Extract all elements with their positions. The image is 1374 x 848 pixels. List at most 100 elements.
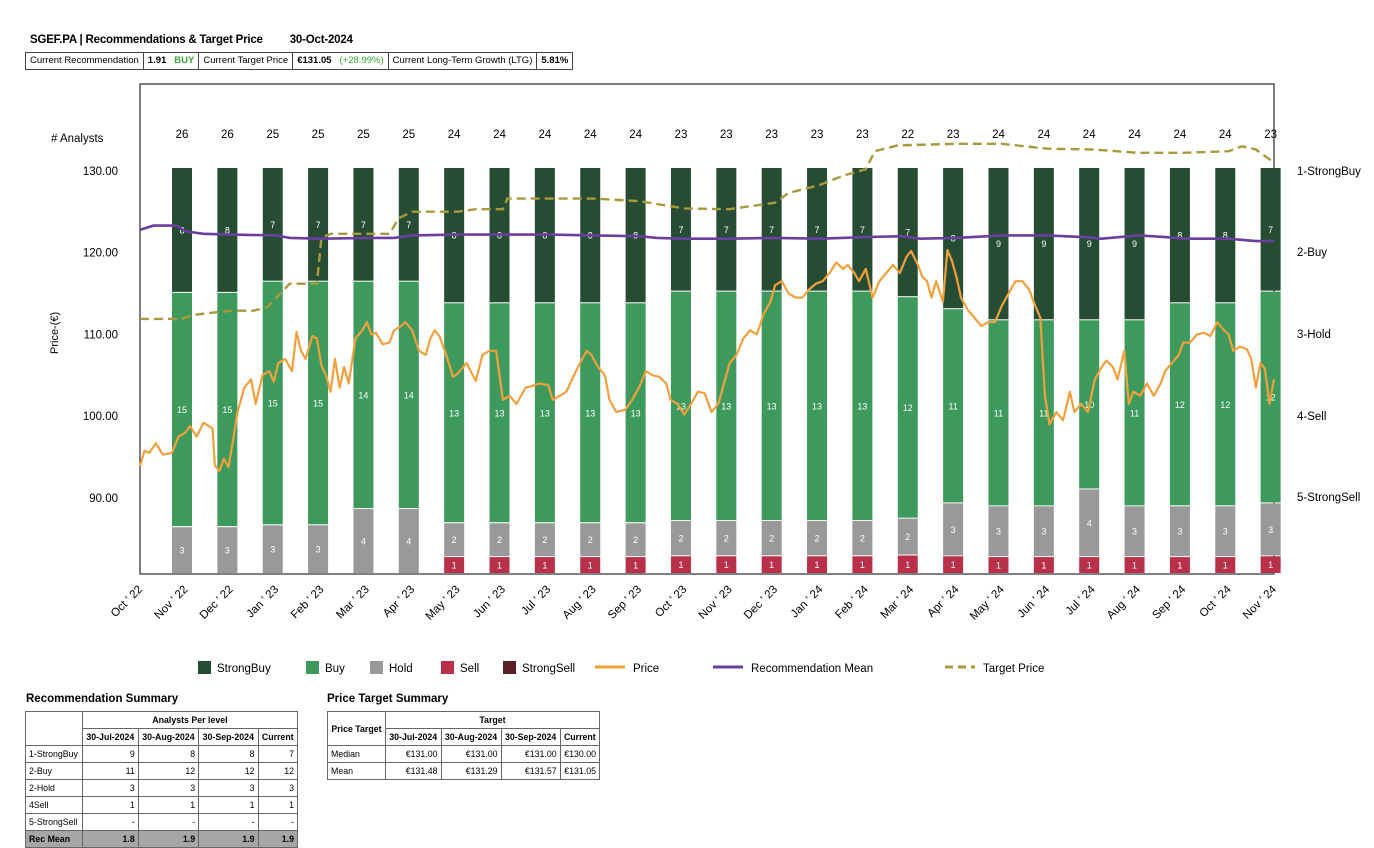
- bar-label-hold: 3: [225, 546, 230, 556]
- bar-sell: [852, 556, 873, 573]
- bar-label-sell: 1: [1177, 561, 1182, 571]
- bar-hold: [761, 521, 782, 556]
- bar-label-sell: 1: [905, 560, 910, 570]
- pt-corner: Price Target: [327, 711, 386, 746]
- bar-hold: [444, 523, 465, 557]
- bar-label-strongbuy: 9: [1041, 239, 1046, 249]
- legend-swatch-buy: [306, 661, 319, 674]
- rec-cell: -: [257, 813, 298, 831]
- analyst-total: 25: [357, 129, 370, 141]
- rec-row: 1-StrongBuy 9 8 8 7: [25, 745, 298, 763]
- rec-cell: 12: [198, 762, 259, 780]
- x-tick-label: Jun ' 24: [1016, 583, 1053, 620]
- bar-label-sell: 1: [1087, 561, 1092, 571]
- legend-swatch-sell: [441, 661, 454, 674]
- bar-label-buy: 13: [449, 408, 459, 418]
- bar-sell: [1079, 557, 1100, 573]
- bar-sell: [807, 556, 828, 573]
- pt-cell: €131.29: [440, 762, 502, 780]
- bar-buy: [172, 292, 192, 527]
- rec-cell: 7: [257, 745, 298, 763]
- bar-hold: [172, 527, 192, 573]
- x-tick-label: Jan ' 24: [789, 583, 826, 620]
- bar-hold: [625, 523, 646, 557]
- rec-cell: 11: [81, 762, 139, 780]
- bar-label-sell: 1: [769, 560, 774, 570]
- rec-summary-title: Recommendation Summary: [26, 693, 179, 705]
- rating-axis-label: 2-Buy: [1297, 247, 1327, 259]
- bar-buy: [670, 291, 691, 521]
- bar-label-buy: 15: [313, 399, 323, 409]
- rec-row-label: 2-Buy: [25, 762, 83, 780]
- bar-strongbuy: [1033, 168, 1054, 320]
- bar-label-strongbuy: 7: [860, 225, 865, 235]
- bar-buy: [308, 281, 329, 525]
- bar-label-buy: 13: [857, 401, 867, 411]
- bar-strongbuy: [1124, 168, 1145, 320]
- bar-hold: [807, 521, 828, 556]
- rec-corner-2: [25, 728, 83, 746]
- legend-label-mean: Recommendation Mean: [751, 663, 873, 675]
- analyst-total: 23: [856, 129, 869, 141]
- bar-hold: [1169, 506, 1190, 557]
- analyst-total: 24: [584, 129, 597, 141]
- x-tick-label: Nov ' 23: [697, 584, 735, 622]
- rec-summary-table: Analysts Per level 30-Jul-2024 30-Aug-202…: [25, 711, 299, 848]
- rec-group-header: Analysts Per level: [81, 711, 299, 729]
- bar-label-hold: 3: [1041, 527, 1046, 537]
- pt-column-header: Current: [559, 728, 601, 746]
- analyst-total: 24: [1037, 129, 1050, 141]
- bar-label-buy: 13: [676, 401, 686, 411]
- bar-strongbuy: [716, 168, 737, 291]
- bar-label-strongbuy: 7: [406, 220, 411, 230]
- bar-label-buy: 13: [812, 401, 822, 411]
- bar-label-strongbuy: 7: [316, 220, 321, 230]
- bar-label-hold: 2: [542, 535, 547, 545]
- bar-strongbuy: [1260, 168, 1281, 291]
- x-tick-label: Dec ' 22: [198, 584, 236, 622]
- bar-label-hold: 2: [724, 534, 729, 544]
- rec-cell: 8: [137, 745, 200, 763]
- rec-cell: 1: [81, 796, 139, 814]
- x-tick-label: Aug ' 24: [1105, 583, 1143, 621]
- pt-column-header: 30-Aug-2024: [440, 728, 502, 746]
- bar-label-hold: 2: [860, 534, 865, 544]
- price-line: [138, 249, 1276, 473]
- x-tick-label: Sep ' 24: [1150, 583, 1188, 621]
- analyst-total: 25: [402, 129, 415, 141]
- bar-label-buy: 11: [1039, 408, 1048, 418]
- bar-strongbuy: [398, 168, 419, 281]
- bar-buy: [1124, 320, 1145, 506]
- bar-strongbuy: [1169, 168, 1190, 303]
- rec-mean-row: Rec Mean 1.8 1.9 1.9 1.9: [25, 830, 298, 848]
- rec-corner: [25, 711, 83, 729]
- rec-cell: 8: [198, 745, 259, 763]
- analyst-total: 24: [1174, 129, 1187, 141]
- bar-hold: [217, 527, 238, 573]
- rec-row: 4Sell 1 1 1 1: [25, 796, 298, 814]
- analyst-total: 22: [901, 129, 914, 141]
- target-price-line: [140, 142, 1275, 321]
- pt-column-header: 30-Sep-2024: [500, 728, 561, 746]
- bar-label-hold: 3: [1268, 525, 1273, 535]
- analyst-total: 26: [221, 129, 234, 141]
- legend-label-sell: Sell: [460, 663, 479, 675]
- rec-cell: 3: [198, 779, 259, 797]
- bar-buy: [1033, 320, 1054, 506]
- bar-strongbuy: [761, 168, 782, 291]
- bar-label-hold: 3: [1177, 527, 1182, 537]
- bar-label-hold: 4: [1087, 518, 1092, 528]
- legend-label-strongbuy: StrongBuy: [217, 663, 271, 675]
- bar-label-strongbuy: 7: [1268, 225, 1273, 235]
- bar-sell: [897, 555, 918, 573]
- rec-cell: -: [198, 813, 259, 831]
- bar-label-sell: 1: [860, 560, 865, 570]
- pt-row: Mean €131.48 €131.29 €131.57 €131.05: [327, 762, 601, 780]
- rec-cell: 9: [81, 745, 139, 763]
- bar-sell: [716, 556, 737, 573]
- rec-row: 2-Hold 3 3 3 3: [25, 779, 298, 797]
- bar-label-hold: 2: [633, 535, 638, 545]
- bar-label-sell: 1: [452, 561, 457, 571]
- bar-label-hold: 2: [815, 534, 820, 544]
